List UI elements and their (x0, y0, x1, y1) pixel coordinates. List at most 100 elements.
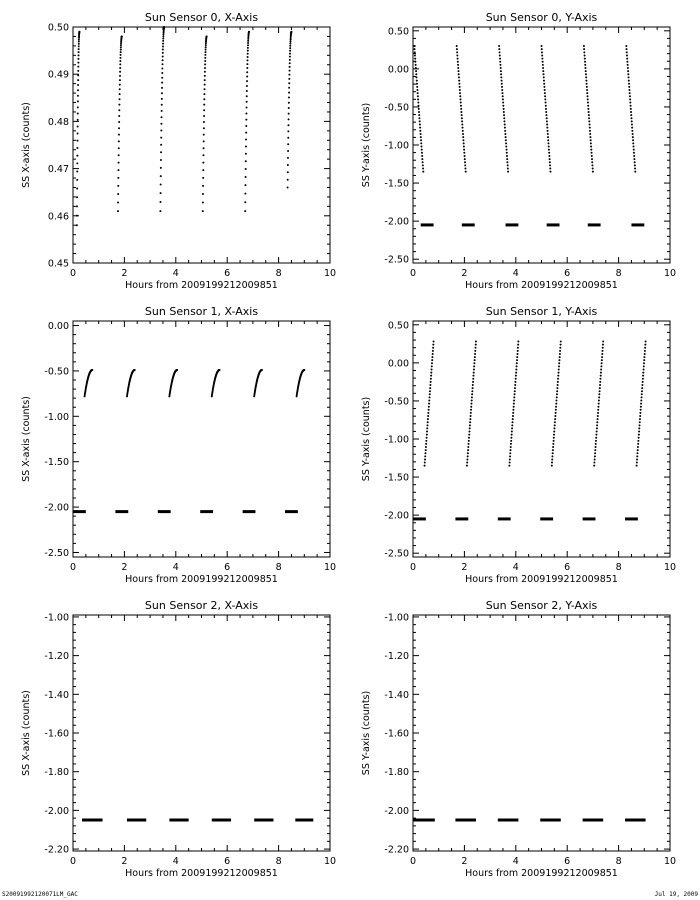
data-point (462, 145, 465, 148)
data-point (465, 464, 468, 467)
data-point (513, 387, 516, 390)
data-point (514, 374, 517, 377)
data-point (160, 103, 163, 106)
arc-segment-4 (244, 30, 251, 213)
x-tick-label: 6 (224, 562, 230, 573)
data-point (204, 46, 207, 49)
data-point (428, 393, 431, 396)
data-point (639, 415, 642, 418)
data-point (644, 346, 647, 349)
data-point (636, 452, 639, 455)
data-point (600, 365, 603, 368)
data-point (595, 433, 598, 436)
data-point (514, 383, 517, 386)
data-point (514, 380, 517, 383)
x-tick-label: 10 (664, 856, 676, 867)
data-point (559, 346, 562, 349)
data-point (631, 126, 634, 129)
y-tick-label: -2.20 (44, 845, 69, 856)
arc-segment-3 (210, 369, 221, 398)
data-point (634, 170, 637, 173)
data-point (596, 418, 599, 421)
y-tick-label: -2.00 (384, 217, 409, 228)
data-point (117, 169, 120, 172)
data-point (639, 408, 642, 411)
data-point (159, 210, 162, 213)
data-point (632, 145, 635, 148)
data-point (594, 449, 597, 452)
data-point (641, 380, 644, 383)
data-point (543, 92, 546, 95)
data-point (516, 352, 519, 355)
data-point (117, 184, 120, 187)
data-point (499, 63, 502, 66)
data-point (549, 164, 552, 167)
data-point (599, 374, 602, 377)
data-point (590, 145, 593, 148)
data-point (498, 45, 501, 48)
data-point (628, 88, 631, 91)
data-point (471, 383, 474, 386)
x-tick-label: 0 (410, 268, 416, 279)
data-point (455, 45, 458, 48)
line-segment-5 (635, 340, 647, 467)
data-point (77, 51, 80, 54)
data-point (594, 452, 597, 455)
data-point (418, 114, 421, 117)
line-segment-5 (625, 45, 637, 173)
data-point (202, 184, 205, 187)
data-point (415, 70, 418, 73)
x-tick-label: 8 (616, 268, 622, 279)
data-point (289, 40, 292, 43)
data-point (625, 54, 628, 57)
data-point (587, 110, 590, 113)
data-point (75, 224, 78, 227)
data-point (470, 405, 473, 408)
data-point (463, 154, 466, 157)
data-point (507, 170, 510, 173)
x-tick-label: 10 (324, 268, 336, 279)
data-point (517, 343, 520, 346)
data-point (429, 387, 432, 390)
data-point (456, 60, 459, 63)
data-point (474, 340, 477, 343)
data-point (632, 148, 635, 151)
data-point (498, 54, 501, 57)
data-point (642, 374, 645, 377)
data-point (640, 390, 643, 393)
y-tick-label: -0.50 (44, 366, 69, 377)
data-point (587, 104, 590, 107)
data-point (547, 142, 550, 145)
data-point (542, 73, 545, 76)
data-point (426, 427, 429, 430)
data-point (593, 455, 596, 458)
data-point (459, 95, 462, 98)
data-point (202, 133, 205, 136)
data-point (548, 161, 551, 164)
data-point (464, 167, 467, 170)
data-point (552, 442, 555, 445)
data-point (626, 67, 629, 70)
data-point (504, 136, 507, 139)
data-point (432, 340, 435, 343)
data-point (625, 45, 628, 48)
data-point (468, 427, 471, 430)
data-point (629, 107, 632, 110)
data-point (474, 343, 477, 346)
data-point (428, 396, 431, 399)
data-point (498, 51, 501, 54)
data-point (118, 83, 121, 86)
data-point (588, 129, 591, 132)
data-point (540, 45, 543, 48)
data-point (77, 84, 80, 87)
y-tick-label: -1.50 (384, 179, 409, 190)
data-point (591, 167, 594, 170)
data-point (431, 349, 434, 352)
data-point (500, 79, 503, 82)
data-point (245, 124, 248, 127)
data-point (470, 399, 473, 402)
data-point (516, 346, 519, 349)
data-point (459, 101, 462, 104)
data-point (586, 95, 589, 98)
data-point (628, 95, 631, 98)
